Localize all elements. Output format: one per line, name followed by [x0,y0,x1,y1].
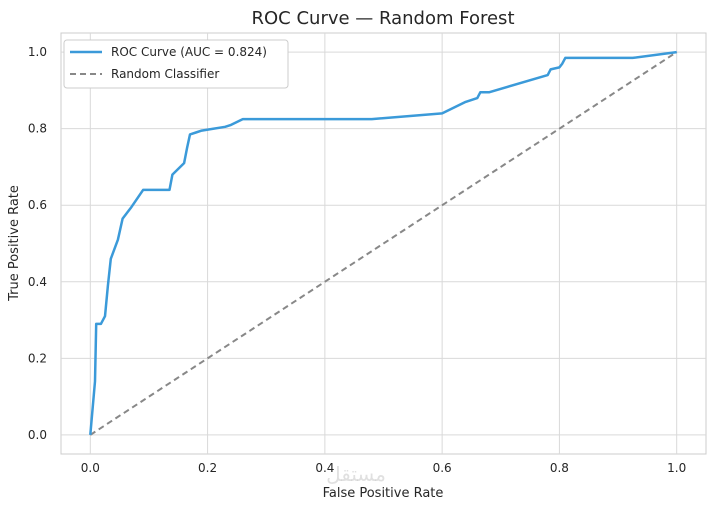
x-axis-label: False Positive Rate [323,486,444,501]
y-tick-label-0: 0.0 [28,428,47,442]
y-tick-label-5: 1.0 [28,45,47,59]
x-tick-label-0: 0.0 [81,461,100,475]
x-tick-label-2: 0.4 [315,461,334,475]
y-axis-label: True Positive Rate [7,185,22,302]
y-tick-label-2: 0.4 [28,275,47,289]
watermark: مستقل [326,462,386,486]
series-layer [89,50,678,436]
grid-lines [61,33,706,454]
x-tick-label-4: 0.8 [550,461,569,475]
x-tick-label-3: 0.6 [433,461,452,475]
legend-entry-roc: ROC Curve (AUC = 0.824) [111,45,267,59]
y-tick-labels: 0.0 0.2 0.4 0.6 0.8 1.0 [28,45,47,442]
y-tick-label-1: 0.2 [28,351,47,365]
x-tick-label-1: 0.2 [198,461,217,475]
legend-entry-random: Random Classifier [111,67,219,81]
series-line-roc [89,50,677,436]
y-tick-label-3: 0.6 [28,198,47,212]
y-tick-label-4: 0.8 [28,122,47,136]
series-line-random-classifier [89,51,678,436]
legend-box [63,39,289,89]
legend: ROC Curve (AUC = 0.824) Random Classifie… [63,39,289,89]
x-tick-labels: 0.0 0.2 0.4 0.6 0.8 1.0 [81,461,686,475]
chart-title: ROC Curve — Random Forest [252,8,515,29]
x-tick-label-5: 1.0 [667,461,686,475]
